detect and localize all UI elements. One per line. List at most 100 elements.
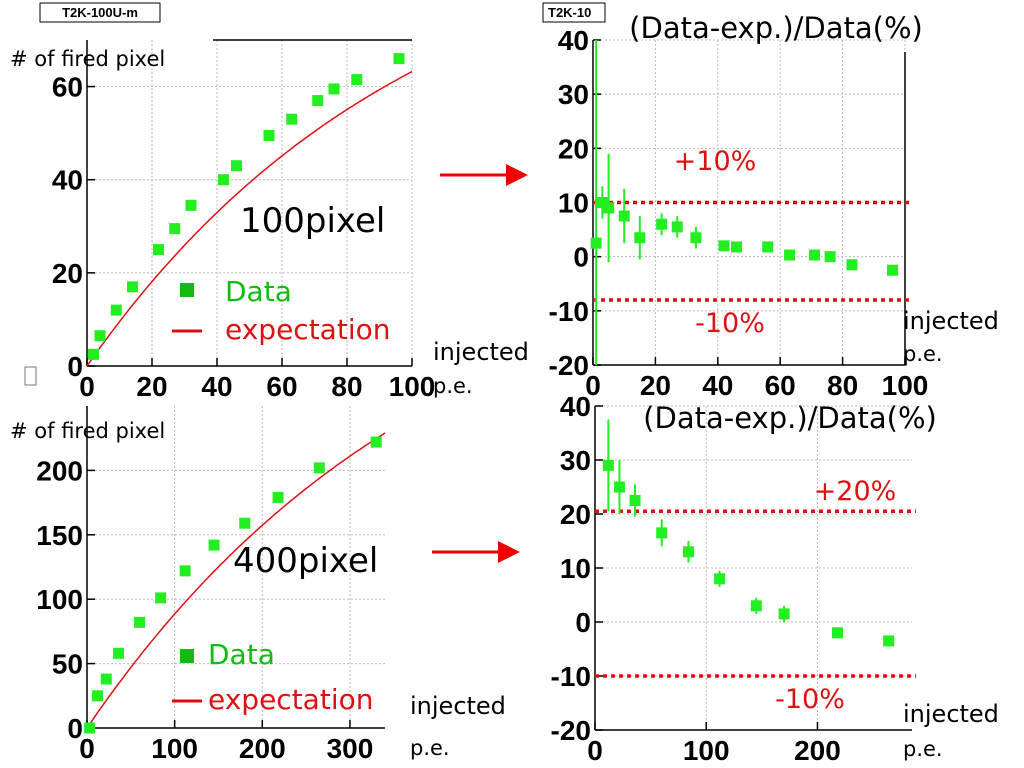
legend-marker-data [180, 649, 194, 663]
legend-label-expectation: expectation [208, 683, 373, 716]
x-axis-label-unit: p.e. [903, 737, 943, 761]
x-tick-label: 60 [765, 370, 796, 401]
y-tick-label: 20 [558, 133, 589, 164]
data-point [731, 241, 743, 253]
x-axis-label-unit: p.e. [410, 736, 450, 760]
x-tick-label: 200 [239, 733, 286, 764]
data-point [883, 635, 895, 647]
x-axis-label: injected [903, 307, 999, 335]
data-point [208, 539, 220, 551]
y-tick-label: 200 [36, 455, 83, 486]
x-tick-label: 100 [389, 371, 436, 402]
legend-label-data: Data [208, 638, 275, 671]
data-point [671, 221, 683, 233]
data-point [603, 202, 615, 214]
x-axis-label: injected [433, 338, 529, 366]
data-point [714, 573, 726, 585]
small-box-artifact [24, 366, 37, 386]
data-point [778, 608, 790, 620]
y-tick-label: 0 [67, 351, 83, 382]
legend-label-expectation: expectation [225, 313, 390, 346]
x-tick-label: 200 [794, 735, 841, 766]
x-tick-label: 80 [331, 371, 362, 402]
y-tick-label: 10 [560, 553, 591, 584]
data-point [351, 74, 363, 86]
data-point [590, 237, 602, 249]
y-tick-label: 30 [560, 445, 591, 476]
reference-line-label: -10% [695, 308, 765, 339]
y-tick-label: -20 [549, 350, 589, 381]
data-point [113, 647, 125, 659]
chart-residual-100: 0 20 40 60 80 100 -20 -10 0 10 20 30 40 +10% -10% (Data… [549, 11, 999, 401]
x-tick-label: 100 [151, 733, 198, 764]
data-point [393, 53, 405, 65]
data-point [313, 462, 325, 474]
x-tick-label: 0 [79, 371, 95, 402]
data-point [370, 436, 382, 448]
y-tick-label: 40 [560, 391, 591, 422]
reference-line-label: +20% [814, 476, 897, 507]
expectation-curve [86, 70, 413, 367]
data-point [179, 565, 191, 577]
data-point [100, 673, 112, 685]
expectation-curve [86, 432, 386, 729]
data-point [286, 113, 298, 125]
data-point [239, 517, 251, 529]
x-axis-label-unit: p.e. [903, 342, 943, 366]
reference-line-label: +10% [674, 146, 757, 177]
data-point [218, 174, 229, 186]
data-point [110, 304, 122, 316]
x-tick-label: 60 [266, 371, 297, 402]
y-tick-label: -20 [551, 715, 591, 746]
data-point [656, 527, 668, 539]
data-point [92, 690, 104, 702]
data-point [84, 722, 96, 734]
data-point [134, 616, 146, 628]
chart-title: (Data-exp.)/Data(%) [643, 401, 937, 435]
x-axis-label-unit: p.e. [433, 374, 473, 398]
y-tick-label: 0 [67, 713, 83, 744]
reference-line-label: -10% [775, 684, 845, 715]
x-tick-label: 20 [640, 370, 671, 401]
x-tick-label: 40 [201, 371, 232, 402]
y-tick-label: 100 [36, 584, 83, 615]
y-tick-label: 20 [52, 258, 83, 289]
y-tick-label: 150 [36, 520, 83, 551]
data-point [634, 232, 646, 244]
x-tick-label: 0 [79, 733, 95, 764]
y-tick-label: 20 [560, 499, 591, 530]
x-tick-label: 40 [702, 370, 733, 401]
pixel-count-annotation: 400pixel [233, 541, 378, 581]
data-point [263, 129, 275, 141]
data-point [656, 218, 668, 230]
y-tick-label: 50 [52, 649, 83, 680]
data-point [312, 95, 324, 107]
y-tick-label: -10 [551, 661, 591, 692]
data-point [88, 348, 99, 360]
stat-box-label: T2K-100U-m [62, 5, 138, 20]
y-tick-label: -10 [549, 296, 589, 327]
x-tick-label: 0 [587, 735, 603, 766]
data-point [809, 249, 821, 261]
data-point [94, 330, 106, 342]
data-point [185, 199, 197, 211]
y-tick-label: 40 [52, 165, 83, 196]
data-point [596, 197, 608, 208]
x-tick-label: 80 [827, 370, 858, 401]
x-tick-label: 100 [882, 370, 929, 401]
chart-title: (Data-exp.)/Data(%) [629, 11, 923, 45]
data-point [887, 264, 899, 276]
data-point [602, 459, 614, 471]
data-point [824, 251, 836, 263]
data-point [846, 259, 858, 271]
stat-box-top-right: T2K-10 [542, 2, 606, 23]
data-point [831, 627, 843, 639]
data-point [127, 281, 138, 293]
y-tick-label: 60 [52, 72, 83, 103]
chart-residual-400: 0 100 200 -20 -10 0 10 20 30 40 +20% -10% (Data-exp.… [551, 391, 999, 766]
data-point [613, 481, 625, 493]
y-tick-label: 30 [558, 79, 589, 110]
arrow-right-icon [440, 164, 528, 186]
chart-fired-400: 0 100 200 300 0 50 100 150 200 # of fired pixel in… [10, 406, 506, 764]
